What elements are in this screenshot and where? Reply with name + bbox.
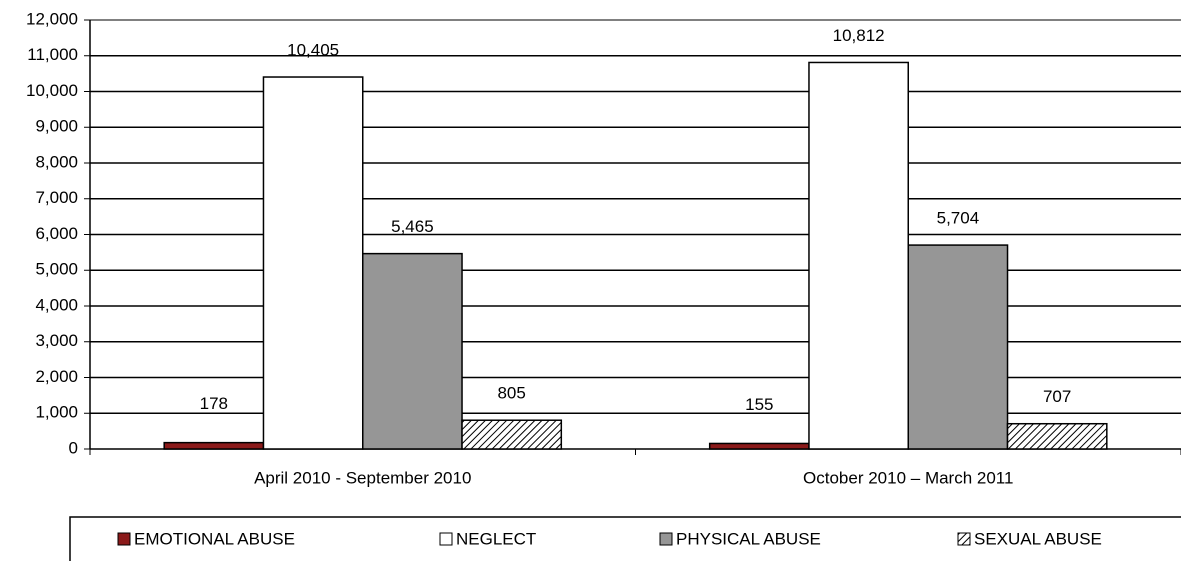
value-label: 155 [745, 395, 773, 414]
y-tick-label: 5,000 [35, 260, 78, 279]
y-tick-label: 1,000 [35, 403, 78, 422]
legend-swatch [957, 532, 971, 546]
bar [262, 76, 364, 450]
value-label: 707 [1043, 387, 1071, 406]
y-tick-label: 3,000 [35, 331, 78, 350]
y-tick-label: 2,000 [35, 367, 78, 386]
legend-swatch [439, 532, 453, 546]
legend-box [69, 516, 1181, 561]
bar [163, 441, 265, 450]
value-label: 805 [497, 384, 525, 403]
legend-swatch [659, 532, 673, 546]
legend-label: SEXUAL ABUSE [974, 529, 1102, 548]
legend-label: EMOTIONAL ABUSE [134, 529, 295, 548]
bar [461, 419, 563, 450]
y-tick-label: 7,000 [35, 188, 78, 207]
y-tick-label: 4,000 [35, 295, 78, 314]
y-tick-label: 9,000 [35, 117, 78, 136]
value-label: 10,812 [833, 26, 885, 45]
y-tick-label: 0 [69, 438, 78, 457]
y-tick-label: 8,000 [35, 152, 78, 171]
value-label: 5,704 [937, 209, 980, 228]
y-tick-label: 11,000 [27, 45, 78, 64]
bar [1006, 422, 1108, 450]
legend-swatch [117, 532, 131, 546]
legend-label: PHYSICAL ABUSE [676, 529, 821, 548]
bar [808, 61, 909, 450]
y-tick-label: 12,000 [26, 9, 78, 28]
x-tick-label: October 2010 – March 2011 [803, 468, 1013, 487]
value-label: 5,465 [391, 217, 434, 236]
y-tick-label: 6,000 [35, 224, 78, 243]
y-tick-label: 10,000 [26, 81, 78, 100]
value-label: 10,405 [287, 41, 339, 60]
bar [708, 442, 810, 450]
value-label: 178 [200, 394, 228, 413]
x-tick-label: April 2010 - September 2010 [254, 468, 471, 487]
bar [362, 252, 463, 450]
legend-label: NEGLECT [456, 529, 536, 548]
bar [907, 244, 1009, 450]
